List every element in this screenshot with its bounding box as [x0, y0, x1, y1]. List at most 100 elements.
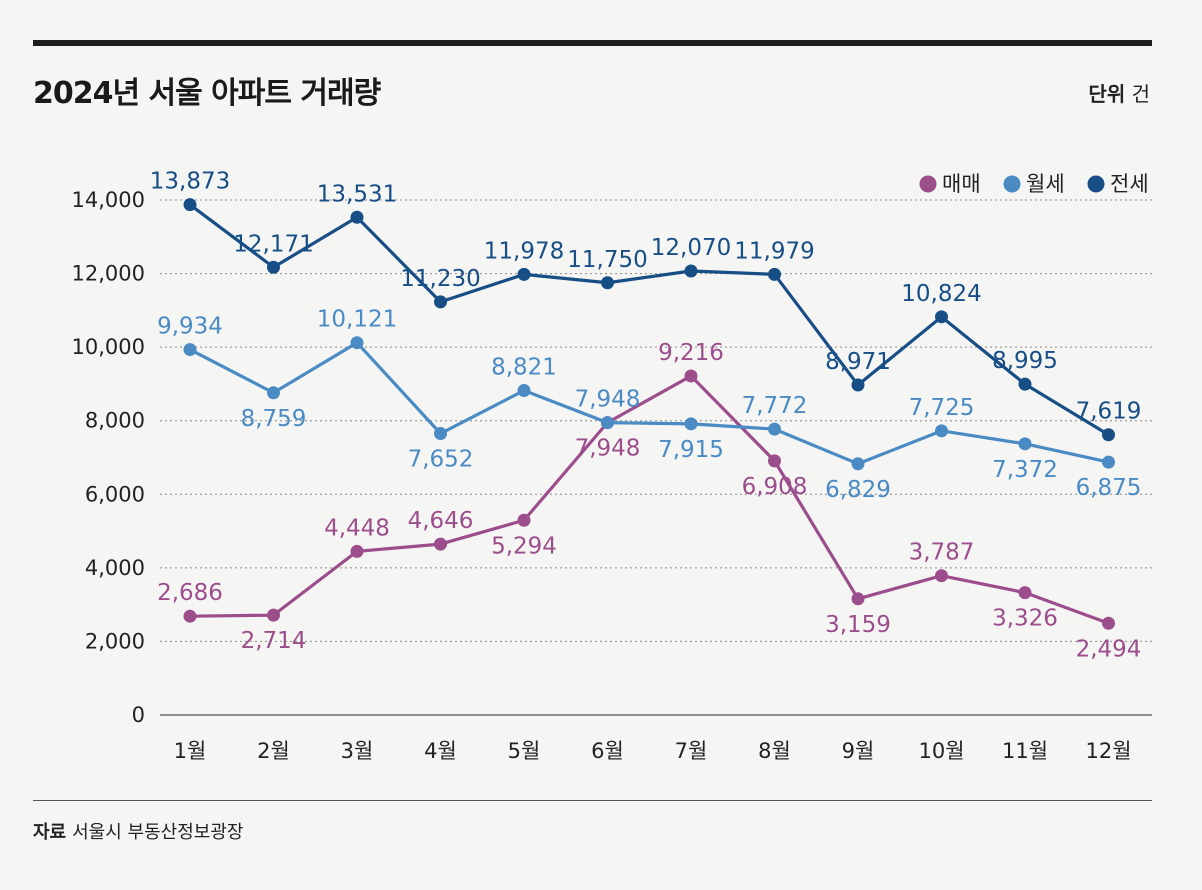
- legend-label: 전세: [1110, 172, 1149, 196]
- data-label: 12,070: [651, 235, 731, 261]
- data-point: [935, 569, 948, 583]
- x-tick-label: 5월: [508, 739, 541, 763]
- data-point: [350, 336, 364, 350]
- data-point: [684, 264, 698, 278]
- x-tick-label: 8월: [758, 739, 791, 763]
- data-label: 6,829: [825, 477, 891, 503]
- data-point: [684, 417, 698, 431]
- source-note: 자료 서울시 부동산정보광장: [33, 818, 243, 844]
- data-point: [517, 513, 531, 527]
- data-point: [851, 457, 865, 471]
- legend-marker: [919, 175, 937, 193]
- x-tick-label: 1월: [174, 739, 207, 763]
- data-label: 4,646: [408, 508, 474, 534]
- data-point: [601, 276, 614, 290]
- data-label: 6,908: [742, 474, 808, 500]
- y-tick-label: 8,000: [85, 409, 145, 433]
- y-tick-label: 6,000: [85, 482, 145, 506]
- x-tick-label: 9월: [842, 739, 875, 763]
- data-label: 2,686: [157, 580, 223, 606]
- data-point: [517, 267, 531, 281]
- data-label: 9,216: [658, 340, 724, 366]
- data-point: [1018, 586, 1032, 600]
- data-label: 3,787: [909, 540, 975, 566]
- data-point: [350, 210, 364, 224]
- chart-title: 2024년 서울 아파트 거래량: [33, 76, 381, 111]
- line-chart: 02,0004,0006,0008,00010,00012,00014,0001…: [72, 169, 1152, 763]
- data-point: [1102, 428, 1115, 442]
- top-rule: [33, 40, 1152, 46]
- data-label: 11,978: [484, 238, 564, 264]
- data-point: [183, 198, 197, 212]
- unit-label: 단위 건: [1088, 78, 1150, 107]
- data-label: 11,750: [567, 247, 647, 273]
- data-label: 7,948: [575, 387, 641, 413]
- data-point: [601, 416, 614, 430]
- x-tick-label: 10월: [918, 739, 964, 763]
- data-point: [183, 609, 197, 623]
- data-label: 6,875: [1076, 475, 1142, 501]
- source-value: 서울시 부동산정보광장: [72, 822, 244, 843]
- y-tick-label: 2,000: [85, 629, 145, 653]
- source-label: 자료: [33, 822, 67, 843]
- data-label: 12,171: [233, 231, 313, 257]
- data-point: [434, 295, 447, 309]
- data-point: [684, 369, 698, 383]
- bottom-rule: [33, 800, 1152, 801]
- data-point: [935, 424, 948, 438]
- data-label: 13,873: [150, 169, 230, 195]
- x-tick-label: 2월: [257, 739, 290, 763]
- data-label: 5,294: [491, 533, 557, 559]
- data-point: [768, 267, 781, 281]
- data-label: 7,652: [408, 447, 474, 473]
- data-label: 7,372: [992, 457, 1058, 483]
- x-tick-label: 4월: [424, 739, 457, 763]
- data-point: [434, 427, 447, 441]
- series-line-sale: [189, 374, 1110, 625]
- data-point: [350, 544, 364, 558]
- data-point: [267, 386, 280, 400]
- data-label: 8,821: [491, 355, 557, 381]
- series-line-monthly-rent: [189, 341, 1109, 466]
- data-label: 7,619: [1076, 399, 1142, 425]
- data-point: [517, 384, 531, 398]
- data-point: [935, 310, 948, 324]
- data-point: [1018, 437, 1032, 451]
- x-tick-label: 6월: [591, 739, 624, 763]
- data-label: 8,995: [992, 348, 1058, 374]
- y-tick-label: 10,000: [72, 335, 145, 359]
- x-tick-label: 3월: [341, 739, 374, 763]
- data-label: 2,494: [1076, 636, 1142, 662]
- unit-label-key: 단위: [1088, 82, 1126, 106]
- data-point: [851, 378, 865, 392]
- data-label: 7,725: [909, 395, 975, 421]
- legend-marker: [1003, 175, 1021, 193]
- legend-label: 매매: [942, 172, 981, 196]
- data-label: 3,159: [825, 612, 891, 638]
- data-point: [1018, 377, 1032, 391]
- data-label: 2,714: [241, 628, 307, 654]
- x-tick-label: 12월: [1085, 739, 1131, 763]
- data-label: 9,934: [157, 314, 223, 340]
- y-tick-label: 0: [132, 703, 145, 727]
- x-tick-label: 7월: [675, 739, 708, 763]
- data-label: 11,230: [400, 266, 480, 292]
- x-tick-label: 11월: [1002, 739, 1048, 763]
- data-point: [267, 608, 280, 622]
- data-label: 8,971: [825, 349, 891, 375]
- series-line-jeonse: [189, 203, 1110, 437]
- y-tick-label: 12,000: [72, 262, 145, 286]
- data-point: [434, 537, 447, 551]
- data-label: 7,948: [575, 436, 641, 462]
- data-point: [1102, 616, 1115, 630]
- data-label: 10,824: [901, 281, 981, 307]
- legend-label: 월세: [1026, 172, 1065, 196]
- unit-label-value: 건: [1131, 82, 1150, 106]
- data-point: [768, 422, 781, 436]
- y-tick-label: 14,000: [72, 188, 145, 212]
- data-point: [183, 343, 197, 357]
- data-label: 8,759: [241, 406, 307, 432]
- data-label: 3,326: [992, 606, 1058, 632]
- legend-marker: [1087, 175, 1105, 193]
- data-point: [1102, 455, 1115, 469]
